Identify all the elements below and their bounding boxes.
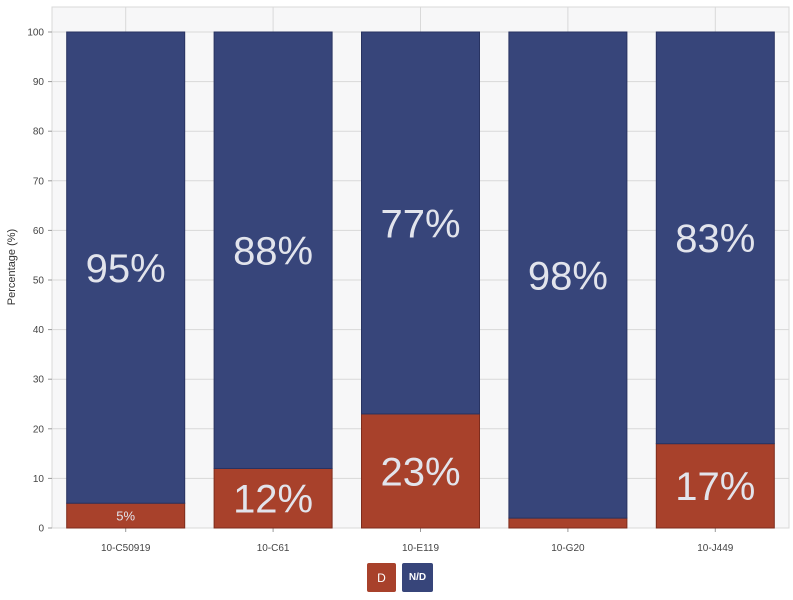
bar-labels: 5% 95% 12% 88% 23% 77% 98% 17% 83% [86,202,756,523]
x-tick-label: 10-C50919 [101,543,151,554]
y-tick-label: 90 [33,77,45,88]
bar-segment-nd[interactable] [213,31,333,469]
y-tick-label: 80 [33,127,45,138]
x-tick-label: 10-E119 [402,543,440,554]
x-tick-label: 10-G20 [551,543,585,554]
legend-item-d[interactable]: D [367,563,396,592]
y-tick-label: 50 [33,276,45,287]
bar-segment-d[interactable] [213,467,333,529]
bar-segment-d[interactable] [508,517,628,529]
y-tick-label: 70 [33,176,45,187]
y-axis-title: Percentage (%) [6,229,18,305]
bar-value-label: 98% [528,254,608,298]
bar-value-label: 5% [116,508,135,523]
bars [66,31,775,529]
bar-segment-d[interactable] [361,413,480,529]
x-axis-ticks: 10-C50919 10-C61 10-E119 10-G20 10-J449 [101,543,734,554]
y-axis-ticks: 0 10 20 30 40 50 60 70 80 90 100 [27,28,44,535]
bar-segment-nd[interactable] [508,31,628,519]
bar-segment-d[interactable] [66,502,186,529]
legend: D N/D [367,563,433,592]
y-tick-label: 40 [33,325,45,336]
bar-value-label: 95% [86,247,166,291]
legend-item-nd[interactable]: N/D [402,563,433,592]
bar-value-label: 23% [380,450,460,494]
bar-value-label: 83% [675,217,755,261]
bar-segment-nd[interactable] [66,31,186,504]
bar-segment-d[interactable] [655,443,775,529]
bar-segment-nd[interactable] [655,31,775,445]
x-tick-label: 10-J449 [697,543,734,554]
y-tick-label: 0 [38,524,44,535]
bar-value-label: 12% [233,478,313,522]
y-tick-label: 60 [33,226,45,237]
y-tick-label: 30 [33,375,45,386]
bar-segment-nd[interactable] [361,31,480,415]
x-tick-label: 10-C61 [257,543,290,554]
bar-value-label: 88% [233,230,313,274]
y-tick-label: 20 [33,424,45,435]
bar-value-label: 17% [675,465,755,509]
bar-value-label: 77% [380,202,460,246]
y-tick-label: 10 [33,474,45,485]
y-tick-label: 100 [27,28,44,39]
